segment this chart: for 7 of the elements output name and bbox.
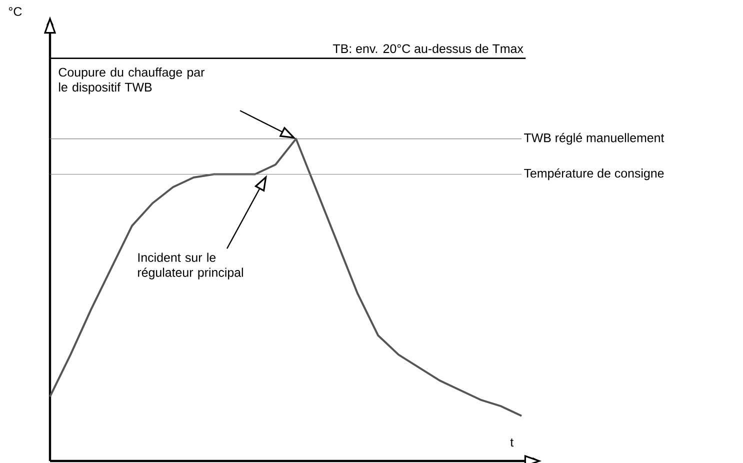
ref-line-label: TB: env. 20°C au-dessus de Tmax [333,44,524,54]
annotation: Incident sur le régulateur principal [138,252,243,280]
text: °C [8,7,22,16]
ref-line-label: Température de consigne [524,168,664,180]
ref-line-label: TWB réglé manuellement [524,132,664,145]
x-axis-title: t [510,438,514,447]
text: Coupure du chauffage par le dispositif TWB [58,68,205,94]
